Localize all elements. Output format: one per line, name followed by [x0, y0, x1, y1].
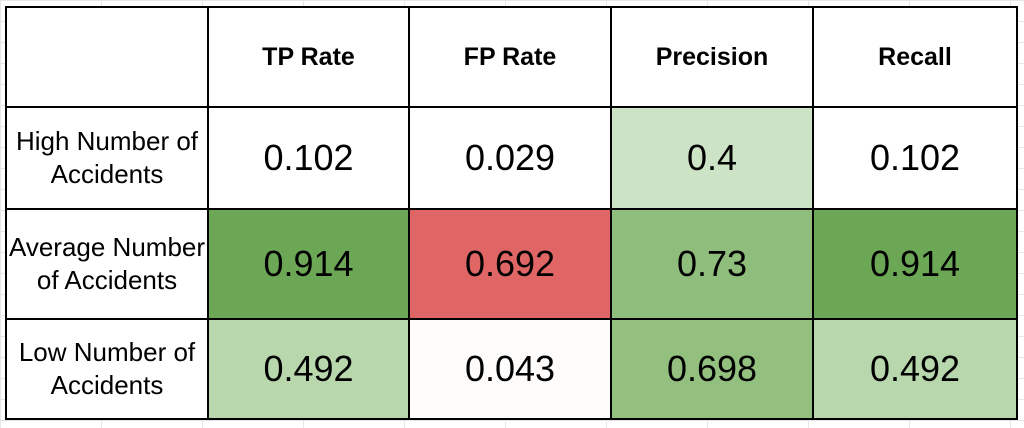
row-header-high[interactable]: High Number of Accidents — [5, 106, 209, 210]
column-header-tp-rate[interactable]: TP Rate — [207, 6, 410, 108]
cell-high-tp-rate[interactable]: 0.102 — [207, 106, 410, 210]
column-header-fp-rate[interactable]: FP Rate — [408, 6, 612, 108]
table-row: Low Number of Accidents 0.492 0.043 0.69… — [5, 318, 1018, 420]
cell-high-precision[interactable]: 0.4 — [610, 106, 814, 210]
cell-average-tp-rate[interactable]: 0.914 — [207, 208, 410, 320]
column-header-recall[interactable]: Recall — [812, 6, 1018, 108]
cell-low-tp-rate[interactable]: 0.492 — [207, 318, 410, 420]
cell-low-recall[interactable]: 0.492 — [812, 318, 1018, 420]
cell-average-precision[interactable]: 0.73 — [610, 208, 814, 320]
cell-high-recall[interactable]: 0.102 — [812, 106, 1018, 210]
header-row: TP Rate FP Rate Precision Recall — [5, 6, 1018, 108]
metrics-table: TP Rate FP Rate Precision Recall High Nu… — [5, 6, 1018, 420]
cell-average-fp-rate[interactable]: 0.692 — [408, 208, 612, 320]
column-header-precision[interactable]: Precision — [610, 6, 814, 108]
row-header-low[interactable]: Low Number of Accidents — [5, 318, 209, 420]
cell-low-precision[interactable]: 0.698 — [610, 318, 814, 420]
corner-cell[interactable] — [5, 6, 209, 108]
cell-average-recall[interactable]: 0.914 — [812, 208, 1018, 320]
row-header-average[interactable]: Average Number of Accidents — [5, 208, 209, 320]
table-row: High Number of Accidents 0.102 0.029 0.4… — [5, 106, 1018, 210]
table-row: Average Number of Accidents 0.914 0.692 … — [5, 208, 1018, 320]
cell-high-fp-rate[interactable]: 0.029 — [408, 106, 612, 210]
cell-low-fp-rate[interactable]: 0.043 — [408, 318, 612, 420]
